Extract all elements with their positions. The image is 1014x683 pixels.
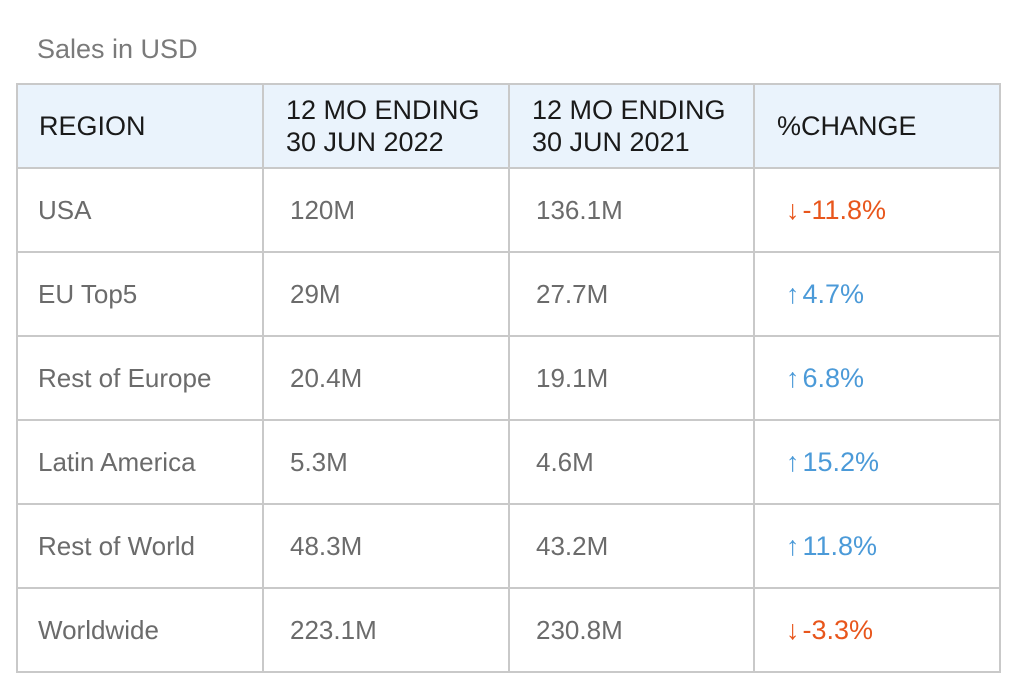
change-value: ↑ 6.8% [786,363,864,393]
table-body: USA 120M 136.1M ↓ -11.8% EU Top5 29M 27.7… [16,167,1001,673]
sales-2021-cell: 136.1M [508,167,755,253]
sales-2022-cell: 223.1M [262,587,510,673]
change-value: ↓ -11.8% [786,195,886,225]
arrow-up-icon: ↑ [786,447,800,477]
change-cell: ↑ 6.8% [753,335,1001,421]
table-row: Rest of Europe 20.4M 19.1M ↑ 6.8% [16,335,1001,421]
change-percent: 11.8% [802,531,878,561]
header-12mo-2022-line1: 12 MO ENDING [286,95,480,125]
sales-2021-cell: 27.7M [508,251,755,337]
table-row: Worldwide 223.1M 230.8M ↓ -3.3% [16,587,1001,673]
header-region: REGION [16,83,264,169]
arrow-down-icon: ↓ [786,615,800,645]
change-cell: ↓ -3.3% [753,587,1001,673]
region-cell: Rest of World [16,503,264,589]
region-cell: Latin America [16,419,264,505]
header-12mo-2022-line2: 30 JUN 2022 [286,127,444,157]
arrow-up-icon: ↑ [786,531,800,561]
sales-2022-cell: 5.3M [262,419,510,505]
arrow-down-icon: ↓ [786,195,800,225]
sales-2022-cell: 48.3M [262,503,510,589]
table-row: EU Top5 29M 27.7M ↑ 4.7% [16,251,1001,337]
header-12mo-2021-line1: 12 MO ENDING [532,95,726,125]
sales-2021-cell: 230.8M [508,587,755,673]
change-percent: -3.3% [802,615,874,645]
table-row: Latin America 5.3M 4.6M ↑ 15.2% [16,419,1001,505]
change-value: ↓ -3.3% [786,615,873,645]
change-value: ↑ 4.7% [786,279,864,309]
sales-2021-cell: 4.6M [508,419,755,505]
header-12mo-2021-line2: 30 JUN 2021 [532,127,690,157]
change-value: ↑ 15.2% [786,447,879,477]
change-value: ↑ 11.8% [786,531,877,561]
header-change: %CHANGE [753,83,1001,169]
arrow-up-icon: ↑ [786,279,800,309]
change-cell: ↑ 11.8% [753,503,1001,589]
sales-2022-cell: 29M [262,251,510,337]
change-percent: -11.8% [802,195,887,225]
change-cell: ↑ 4.7% [753,251,1001,337]
table-caption: Sales in USD [37,34,198,64]
region-cell: Rest of Europe [16,335,264,421]
sales-2021-cell: 19.1M [508,335,755,421]
region-cell: EU Top5 [16,251,264,337]
sales-2022-cell: 120M [262,167,510,253]
region-cell: Worldwide [16,587,264,673]
header-12mo-2021: 12 MO ENDING 30 JUN 2021 [508,83,755,169]
table-row: USA 120M 136.1M ↓ -11.8% [16,167,1001,253]
header-12mo-2022: 12 MO ENDING 30 JUN 2022 [262,83,510,169]
change-percent: 6.8% [802,363,865,393]
table-row: Rest of World 48.3M 43.2M ↑ 11.8% [16,503,1001,589]
change-percent: 15.2% [802,447,880,477]
change-cell: ↓ -11.8% [753,167,1001,253]
arrow-up-icon: ↑ [786,363,800,393]
header-row: REGION 12 MO ENDING 30 JUN 2022 12 MO EN… [16,83,1001,169]
sales-table: REGION 12 MO ENDING 30 JUN 2022 12 MO EN… [16,83,1001,673]
region-cell: USA [16,167,264,253]
change-percent: 4.7% [802,279,865,309]
sales-2021-cell: 43.2M [508,503,755,589]
sales-2022-cell: 20.4M [262,335,510,421]
change-cell: ↑ 15.2% [753,419,1001,505]
